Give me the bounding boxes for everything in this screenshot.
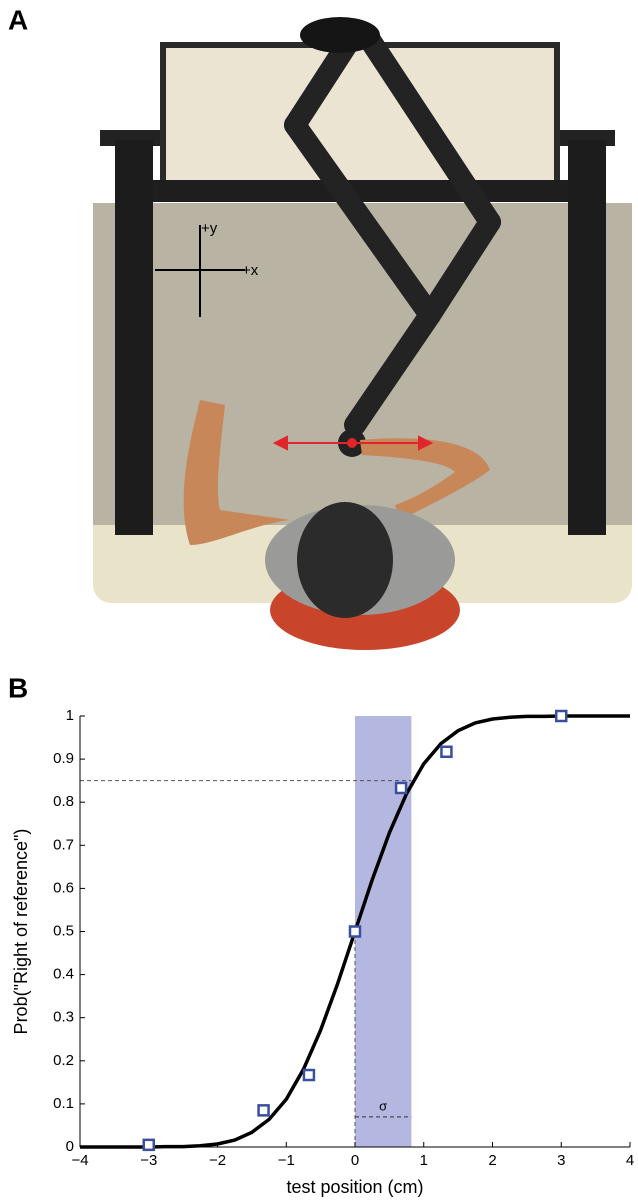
panel-a: A +y +x [8,4,632,650]
right-arm [360,438,490,520]
x-tick-label: −3 [140,1152,157,1169]
movement-arrow [272,435,434,451]
y-tick-label: 0.2 [53,1052,74,1069]
y-tick-label: 1 [66,707,74,724]
data-point [394,781,408,795]
x-axis-label: test position (cm) [286,1177,423,1197]
y-tick-label: 0.1 [53,1095,74,1112]
panel-label: B [8,672,28,703]
axes-cross [155,225,245,317]
y-tick-label: 0.5 [53,922,74,939]
y-axis-label: Prob("Right of reference") [11,829,31,1035]
data-point [348,925,362,938]
y-tick-label: 0 [66,1138,74,1155]
y-tick-label: 0.7 [53,836,74,853]
data-point [302,1068,316,1082]
x-tick-label: 1 [420,1152,428,1169]
screen [160,42,560,190]
y-tick-label: 0.9 [53,750,74,767]
post [115,140,153,535]
x-tick-label: 3 [557,1152,565,1169]
left-arm [183,400,290,545]
y-tick-label: 0.6 [53,879,74,896]
x-tick-label: −4 [71,1152,88,1169]
y-tick-label: 0.4 [53,966,74,983]
x-tick-label: 4 [626,1152,634,1169]
robot-arm [284,29,501,436]
post [568,140,606,535]
head [297,502,393,618]
data-point [440,745,453,759]
table-top [93,203,632,525]
x-tick-label: 0 [351,1152,359,1169]
y-tick-label: 0.3 [53,1009,74,1026]
y-axis-label: +y [201,220,218,237]
x-tick-label: −1 [278,1152,295,1169]
sigma-label: σ [379,1098,387,1113]
chart: σ −4 −3 −2 −1 0 1 2 3 4 0 0.1 0.2 0.3 0.4 0.5 0.6 0.7 0.8 0… [11,707,634,1197]
x-axis-label: +x [242,262,259,279]
panel-label: A [8,4,28,35]
x-tick-label: 2 [488,1152,496,1169]
data-point [555,709,568,723]
data-point [257,1104,270,1117]
y-tick-label: 0.8 [53,793,74,810]
data-point [142,1138,155,1152]
robot-base [300,17,380,53]
x-tick-label: −2 [209,1152,226,1169]
